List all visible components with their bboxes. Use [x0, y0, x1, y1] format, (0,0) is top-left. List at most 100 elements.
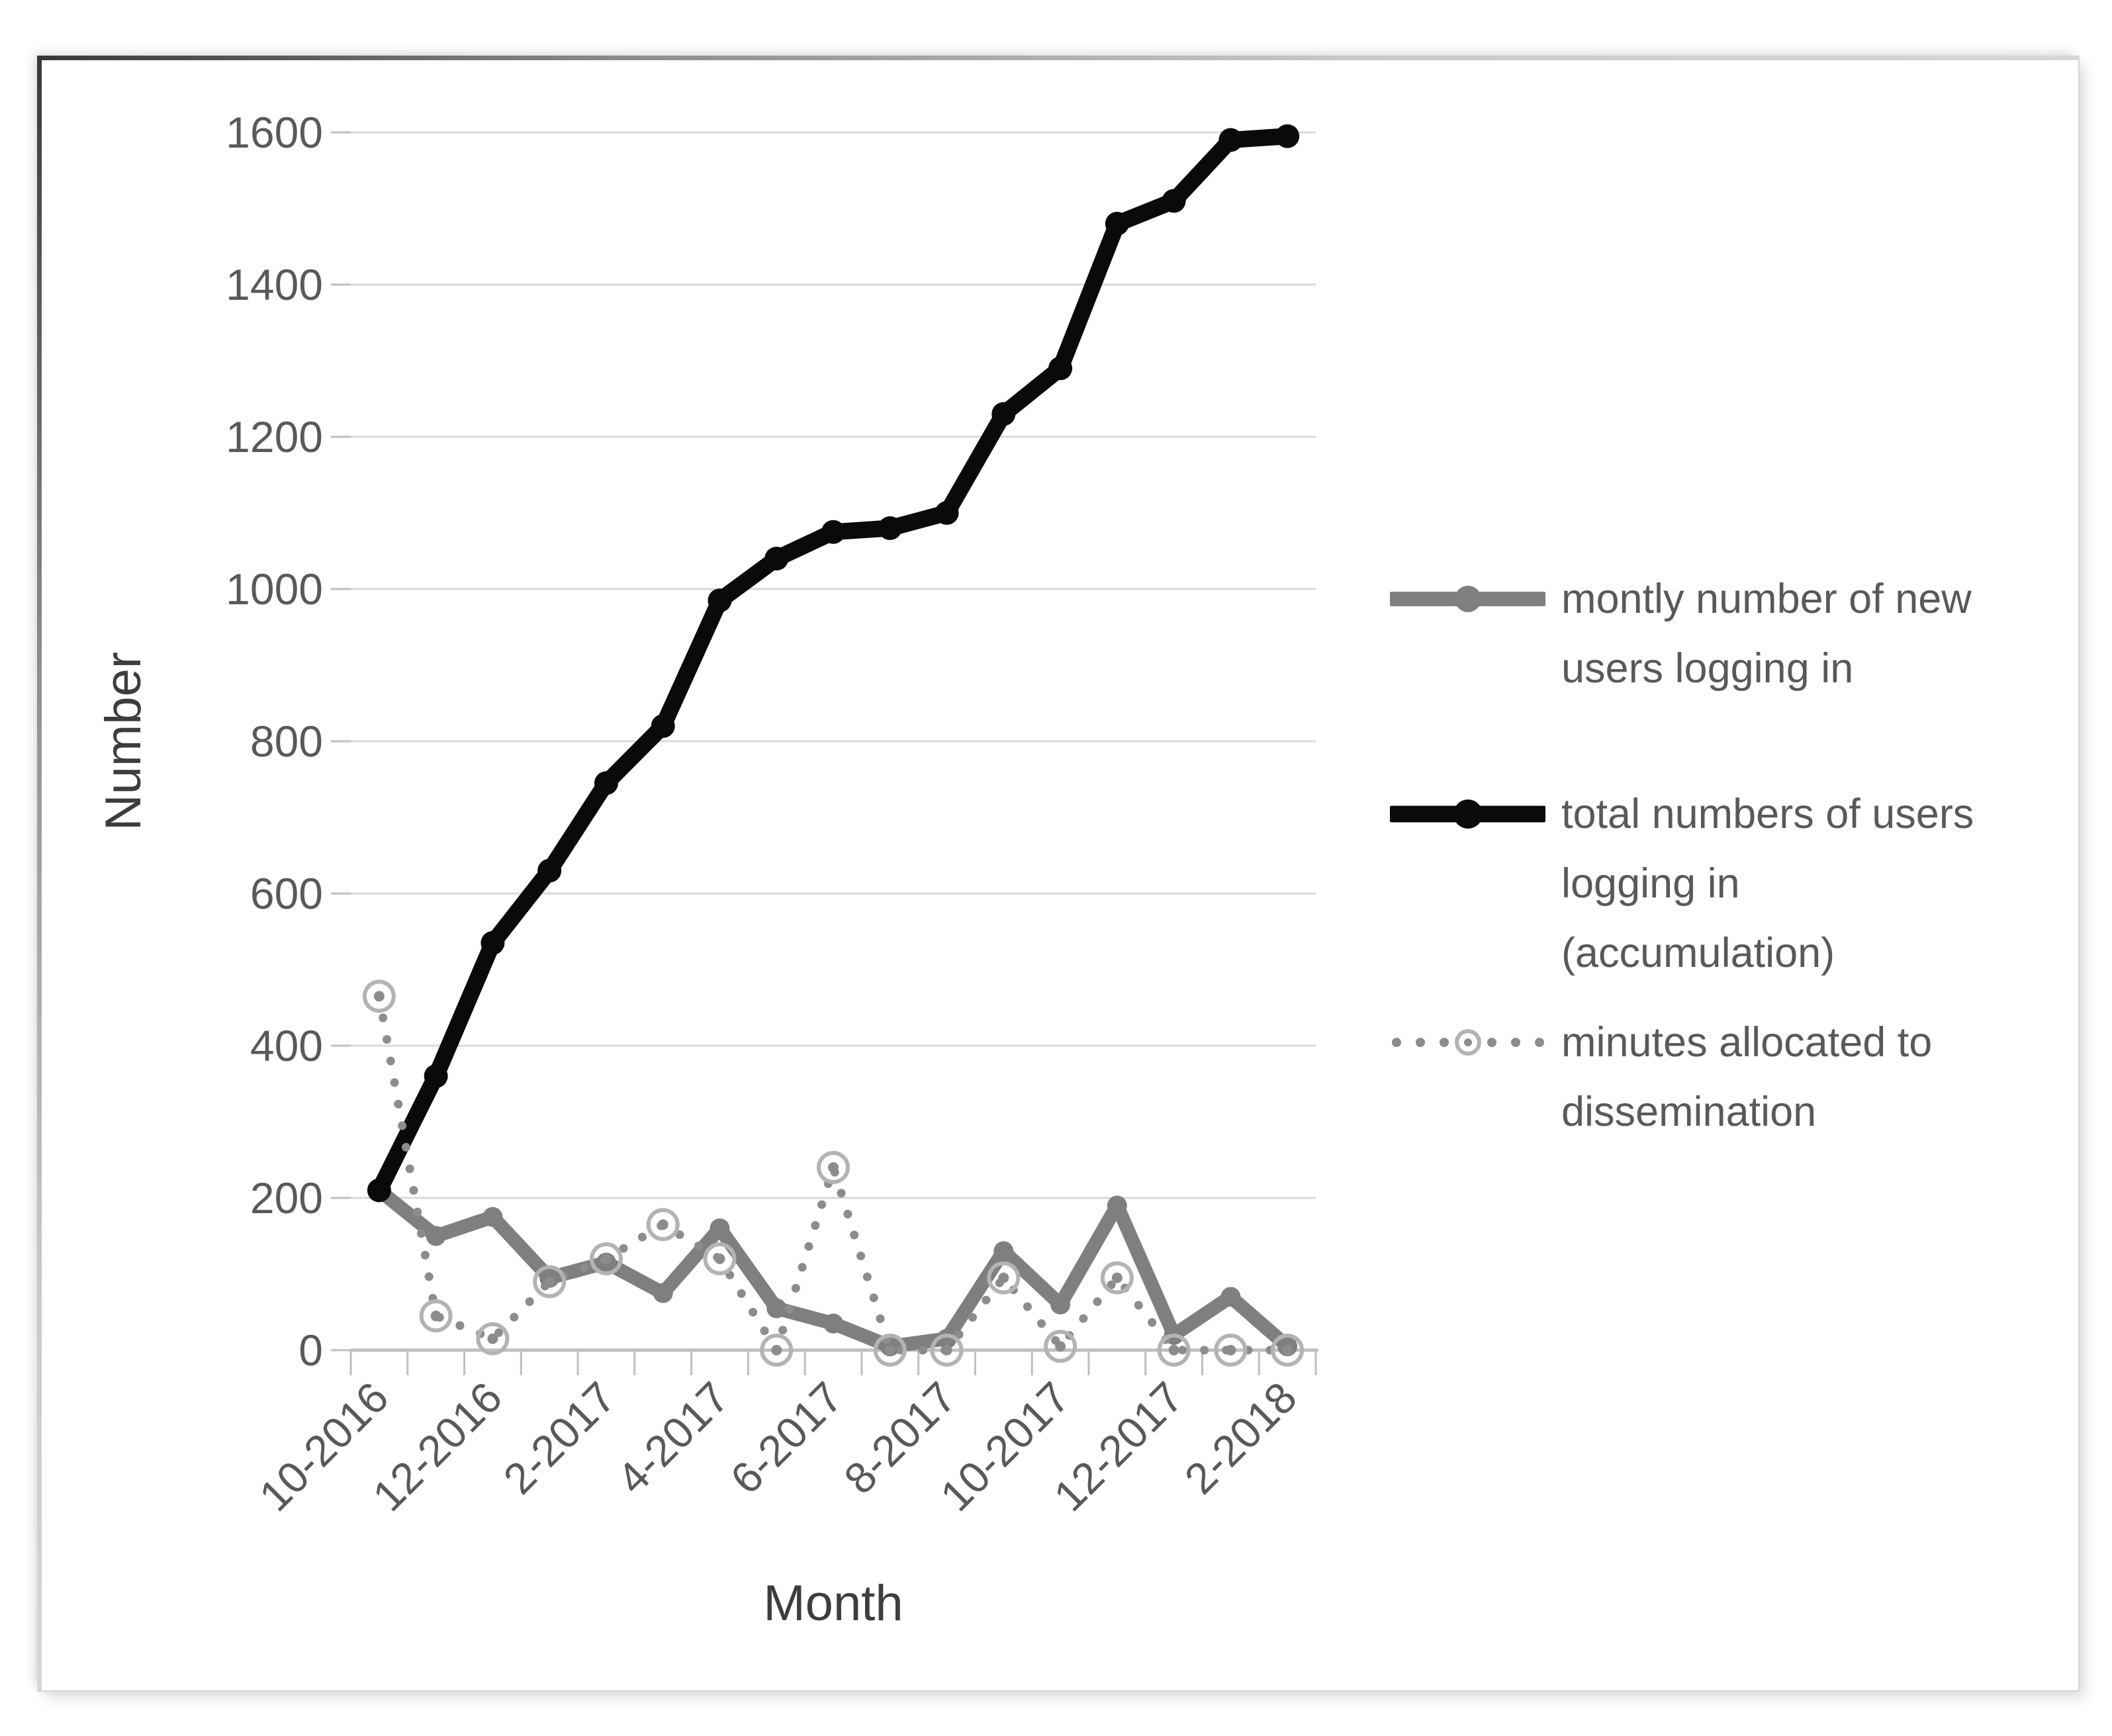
series-minutes-marker-dot	[828, 1162, 839, 1173]
series-monthly-new-users-marker	[1107, 1195, 1127, 1216]
series-total-users-marker	[1162, 189, 1186, 213]
series-monthly-new-users-marker	[937, 1328, 957, 1349]
series-minutes-marker-ring	[589, 1242, 623, 1275]
series-total-users-marker	[708, 588, 732, 613]
series-monthly-new-users-marker	[1050, 1295, 1071, 1314]
series-total-users-marker	[1275, 124, 1300, 148]
series-total-users-marker	[537, 858, 562, 883]
legend-item-monthly-new-users: montly number of new users logging in	[1390, 565, 1972, 704]
legend-label-line: dissemination	[1561, 1089, 1817, 1135]
x-tick-label: 2-2017	[494, 1373, 625, 1504]
series-total-users-marker	[651, 714, 675, 738]
series-minutes-marker-ring	[760, 1334, 794, 1367]
series-minutes-marker-dot	[487, 1333, 498, 1344]
series-monthly-new-users-marker	[426, 1226, 446, 1246]
y-tick-label: 0	[298, 1326, 323, 1375]
series-minutes-marker-dot	[657, 1219, 668, 1230]
series-total-users-marker	[1218, 128, 1243, 152]
series-total-users-marker	[821, 520, 845, 544]
x-tick-label: 6-2017	[721, 1373, 852, 1504]
y-tick-label: 200	[250, 1173, 323, 1222]
legend-label: montly number of new users logging in	[1561, 565, 1972, 704]
y-tick-label: 1400	[226, 260, 323, 309]
x-tick-label: 2-2018	[1175, 1373, 1306, 1504]
series-monthly-new-users-marker	[766, 1298, 787, 1318]
series-minutes-marker-ring	[419, 1299, 453, 1333]
legend-label-line: users logging in	[1561, 645, 1854, 692]
y-tick-label: 800	[250, 717, 323, 766]
series-minutes-marker-ring	[930, 1334, 964, 1367]
y-tick-label: 400	[250, 1021, 323, 1070]
x-tick-label: 4-2017	[608, 1373, 739, 1504]
series-minutes-marker-dot	[941, 1345, 952, 1355]
series-total-users-line	[371, 128, 1296, 1199]
series-total-users-marker	[424, 1064, 448, 1088]
series-monthly-new-users-marker	[653, 1283, 673, 1303]
series-minutes-marker-ring	[873, 1334, 907, 1367]
legend-item-minutes-dissemination: minutes allocated to dissemination	[1390, 1008, 1932, 1147]
series-minutes-marker-dot	[884, 1345, 895, 1355]
series-total-users-marker	[764, 547, 789, 571]
frame-border-left	[37, 56, 42, 1692]
legend-label-line: total numbers of users	[1561, 791, 1974, 837]
series-minutes-marker-dot	[714, 1254, 725, 1264]
legend-label-line: (accumulation)	[1561, 930, 1835, 976]
series-minutes-marker-ring	[987, 1261, 1021, 1295]
series-monthly-new-users-marker	[823, 1313, 843, 1334]
series-total-users-marker	[1105, 212, 1129, 236]
series-minutes-marker-ring	[1044, 1330, 1078, 1363]
series-total-users-marker	[935, 501, 959, 525]
x-axis-title: Month	[763, 1575, 903, 1631]
y-tick-label: 1000	[226, 565, 323, 614]
series-minutes-marker-ring	[362, 980, 396, 1013]
series-monthly-new-users-marker	[993, 1241, 1014, 1261]
legend-label: minutes allocated to dissemination	[1561, 1008, 1932, 1147]
legend-label-line: montly number of new	[1561, 576, 1972, 622]
legend-label-line: minutes allocated to	[1561, 1019, 1933, 1066]
series-monthly-new-users-marker	[1220, 1287, 1241, 1307]
series-minutes-marker-dot	[771, 1345, 782, 1355]
series-minutes-marker-dot	[1225, 1345, 1236, 1355]
series-minutes-marker-dot	[1282, 1345, 1293, 1355]
series-total-users-marker	[1048, 356, 1073, 381]
series-minutes-marker-ring	[817, 1151, 850, 1184]
series-minutes-marker-dot	[430, 1310, 441, 1322]
legend-item-total-users: total numbers of users logging in (accum…	[1390, 780, 1974, 988]
figure-frame	[37, 56, 2080, 1692]
series-minutes-marker-dot	[1055, 1341, 1066, 1352]
series-minutes-marker-ring	[533, 1265, 567, 1299]
series-minutes-marker-ring	[703, 1242, 737, 1275]
dotted-line-marker-icon	[1392, 1029, 1544, 1056]
series-minutes-marker-ring	[1271, 1334, 1305, 1367]
legend-label: total numbers of users logging in (accum…	[1561, 780, 1974, 988]
series-minutes-marker-ring	[646, 1208, 680, 1242]
y-axis-title: Number	[95, 652, 152, 831]
legend-label-line: logging in	[1561, 860, 1740, 907]
series-total-users-marker	[367, 1178, 391, 1203]
series-minutes-marker-ring	[1214, 1334, 1248, 1367]
gray-line-marker-icon	[1390, 586, 1545, 612]
x-tick-label: 12-2016	[363, 1373, 512, 1521]
series-total-users-marker	[878, 516, 902, 540]
series-minutes-marker-dot	[1111, 1272, 1123, 1283]
y-tick-label: 1600	[226, 108, 323, 157]
series-minutes-marker-ring	[476, 1322, 510, 1355]
series-minutes-marker-dot	[1168, 1345, 1179, 1355]
y-tick-label: 600	[250, 869, 323, 918]
black-line-marker-icon	[1390, 799, 1545, 829]
series-minutes-marker-dot	[544, 1276, 555, 1287]
y-tick-label: 1200	[226, 412, 323, 461]
series-minutes-marker-ring	[1157, 1334, 1191, 1367]
series-minutes-marker-ring	[1100, 1261, 1134, 1295]
series-minutes-marker-dot	[998, 1272, 1009, 1283]
series-total-users-marker	[991, 402, 1016, 426]
series-total-users-marker	[481, 931, 505, 955]
series-minutes-marker-dot	[373, 991, 385, 1002]
x-tick-label: 12-2017	[1044, 1373, 1193, 1521]
series-monthly-new-users-marker	[710, 1218, 730, 1238]
frame-border-top	[37, 56, 2080, 60]
series-monthly-new-users-marker	[482, 1207, 503, 1227]
series-minutes-marker-dot	[600, 1254, 612, 1264]
